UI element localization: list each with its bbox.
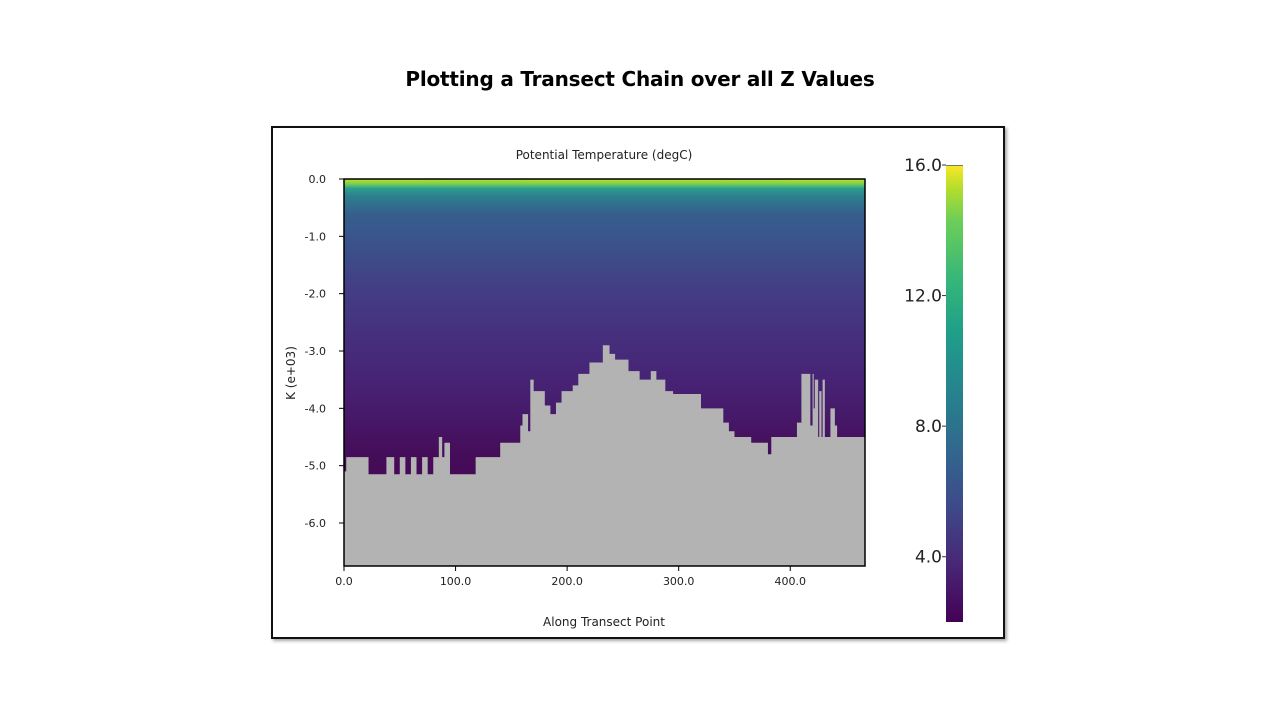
x-tick-label: 200.0 [551,575,583,588]
y-tick-label: -2.0 [305,288,326,301]
y-tick-label: -6.0 [305,517,326,530]
chart-title: Potential Temperature (degC) [516,148,693,162]
colorbar-tick-label: 12.0 [904,287,942,307]
figure-frame: Potential Temperature (degC) 0.0 100.0 200… [271,126,1005,639]
colorbar [946,165,963,622]
x-axis-ticks: 0.0 100.0 200.0 300.0 400.0 [335,566,806,588]
y-tick-label: -1.0 [305,230,326,243]
x-tick-label: 100.0 [440,575,472,588]
transect-plot: Potential Temperature (degC) 0.0 100.0 200… [284,148,963,629]
colorbar-tick-label: 16.0 [904,156,942,176]
y-tick-label: -3.0 [305,345,326,358]
x-tick-label: 300.0 [663,575,695,588]
bathymetry-mask [344,345,865,566]
colorbar-tick-label: 8.0 [915,417,942,437]
surface-warm-layer [355,179,830,207]
colorbar-ticks: 4.0 8.0 12.0 16.0 [904,156,946,568]
warm-zone-0 [355,179,601,207]
y-tick-label: -5.0 [305,460,326,473]
colorbar-tick-label: 4.0 [915,548,942,568]
plot-border [343,178,866,567]
x-axis-label: Along Transect Point [543,615,665,629]
warm-zone-1 [678,179,830,207]
x-tick-label: 0.0 [335,575,353,588]
y-tick-label: -4.0 [305,402,326,415]
slide-title: Plotting a Transect Chain over all Z Val… [405,67,875,91]
y-tick-label: 0.0 [309,173,327,186]
y-axis-ticks: 0.0 -1.0 -2.0 -3.0 -4.0 -5.0 -6.0 [305,173,344,530]
x-tick-label: 400.0 [775,575,807,588]
y-axis-label: K (e+03) [284,346,298,400]
